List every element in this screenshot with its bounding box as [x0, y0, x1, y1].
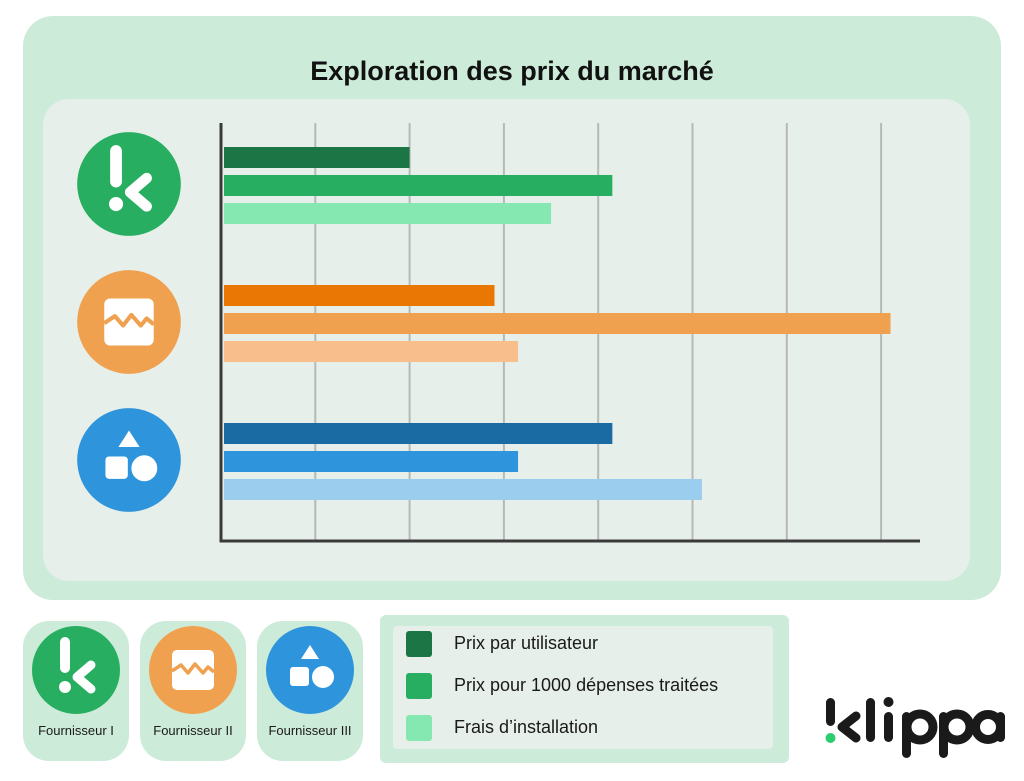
icon-circle — [77, 408, 181, 512]
supplier-card-1: Fournisseur I — [23, 621, 129, 761]
supplier-label-1: Fournisseur I — [38, 723, 114, 738]
legend: Prix par utilisateur Prix pour 1000 dépe… — [380, 615, 789, 763]
supplier-card-3: Fournisseur III — [257, 621, 363, 761]
shapes-icon — [266, 626, 354, 714]
bar-supplier-2-series-3 — [224, 341, 519, 362]
legend-swatch-1 — [406, 631, 432, 657]
icon-circle — [266, 626, 354, 714]
supplier-label-3: Fournisseur III — [268, 723, 352, 738]
wave-box-icon — [149, 626, 237, 714]
klippa-k-icon-axis — [77, 132, 181, 236]
legend-swatch-3 — [406, 715, 432, 741]
bar-supplier-3-series-3 — [224, 479, 702, 500]
wave-box-icon-axis — [77, 270, 181, 374]
legend-label-2: Prix pour 1000 dépenses traitées — [454, 675, 719, 695]
bar-supplier-2-series-2 — [224, 313, 891, 334]
icon-circle — [77, 132, 181, 236]
bar-supplier-2-series-1 — [224, 285, 495, 306]
bar-supplier-1-series-1 — [224, 147, 410, 168]
supplier-card-2: Fournisseur II — [140, 621, 246, 761]
icon-circle — [32, 626, 120, 714]
legend-panel: Prix par utilisateur Prix pour 1000 dépe… — [393, 626, 773, 749]
legend-label-3: Frais d’installation — [454, 717, 599, 737]
bar-supplier-3-series-1 — [224, 423, 613, 444]
chart-title: Exploration des prix du marché — [310, 56, 714, 86]
legend-label-1: Prix par utilisateur — [454, 633, 599, 653]
supplier-label-2: Fournisseur II — [153, 723, 233, 738]
klippa-logo — [825, 697, 1005, 758]
klippa-k-icon — [32, 626, 120, 714]
shapes-icon-axis — [77, 408, 181, 512]
chart-panel — [43, 99, 970, 581]
bar-chart — [77, 123, 920, 543]
bar-supplier-1-series-2 — [224, 175, 613, 196]
bar-supplier-3-series-2 — [224, 451, 519, 472]
bar-supplier-1-series-3 — [224, 203, 552, 224]
legend-swatch-2 — [406, 673, 432, 699]
